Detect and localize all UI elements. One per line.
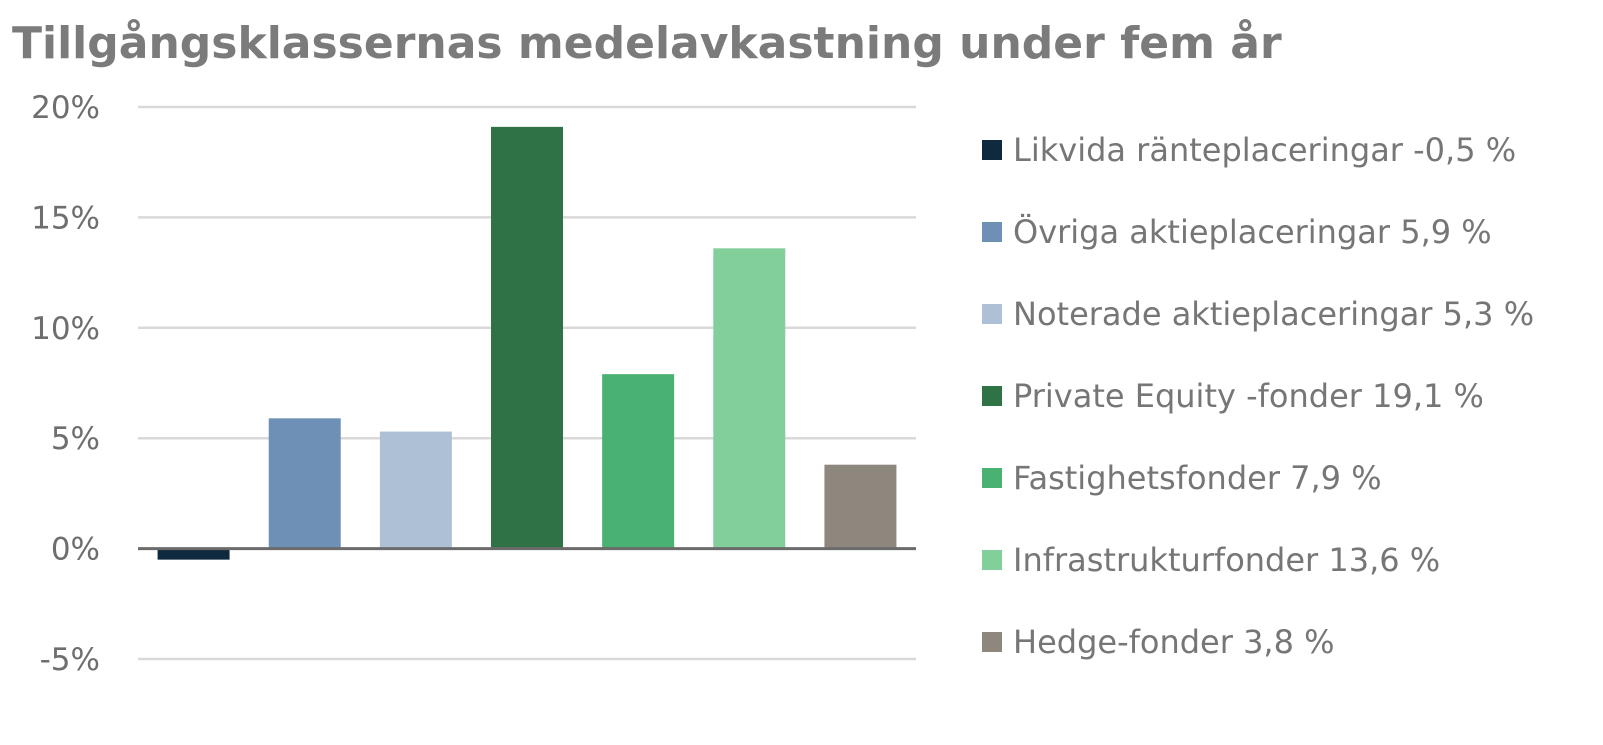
legend-item: Fastighetsfonder 7,9 %: [982, 459, 1382, 497]
y-tick-label: 15%: [31, 200, 100, 236]
legend-item: Övriga aktieplaceringar 5,9 %: [982, 213, 1492, 251]
legend-item: Infrastrukturfonder 13,6 %: [982, 541, 1440, 579]
legend-item: Hedge-fonder 3,8 %: [982, 623, 1335, 661]
bar: [602, 374, 675, 549]
legend-item: Noterade aktieplaceringar 5,3 %: [982, 295, 1534, 333]
bar: [379, 431, 452, 549]
legend-label: Fastighetsfonder 7,9 %: [1013, 459, 1382, 497]
legend-swatch: [982, 140, 1002, 160]
legend-item: Likvida ränteplaceringar -0,5 %: [982, 131, 1516, 169]
legend-label: Infrastrukturfonder 13,6 %: [1013, 541, 1440, 579]
bar: [824, 464, 897, 549]
legend-swatch: [982, 222, 1002, 242]
bars: [157, 126, 897, 560]
y-tick-label: 20%: [31, 90, 100, 126]
bar: [268, 418, 341, 549]
bar: [713, 248, 786, 549]
legend: Likvida ränteplaceringar -0,5 % Övriga ak…: [982, 131, 1534, 661]
legend-swatch: [982, 550, 1002, 570]
legend-swatch: [982, 304, 1002, 324]
y-tick-label: -5%: [40, 642, 100, 678]
legend-label: Hedge-fonder 3,8 %: [1013, 623, 1335, 661]
chart-title: Tillgångsklassernas medelavkastning unde…: [12, 18, 1282, 69]
bar: [157, 548, 230, 560]
y-tick-label: 0%: [51, 532, 100, 568]
y-tick-label: 10%: [31, 311, 100, 347]
legend-item: Private Equity -fonder 19,1 %: [982, 377, 1484, 415]
legend-label: Noterade aktieplaceringar 5,3 %: [1013, 295, 1534, 333]
legend-swatch: [982, 632, 1002, 652]
legend-label: Private Equity -fonder 19,1 %: [1013, 377, 1484, 415]
y-axis-tick-labels: 20% 15% 10% 5% 0% -5%: [31, 90, 100, 678]
legend-label: Likvida ränteplaceringar -0,5 %: [1013, 131, 1516, 169]
bar: [491, 126, 563, 549]
y-tick-label: 5%: [51, 421, 100, 457]
legend-label: Övriga aktieplaceringar 5,9 %: [1013, 213, 1492, 251]
legend-swatch: [982, 386, 1002, 406]
legend-swatch: [982, 468, 1002, 488]
